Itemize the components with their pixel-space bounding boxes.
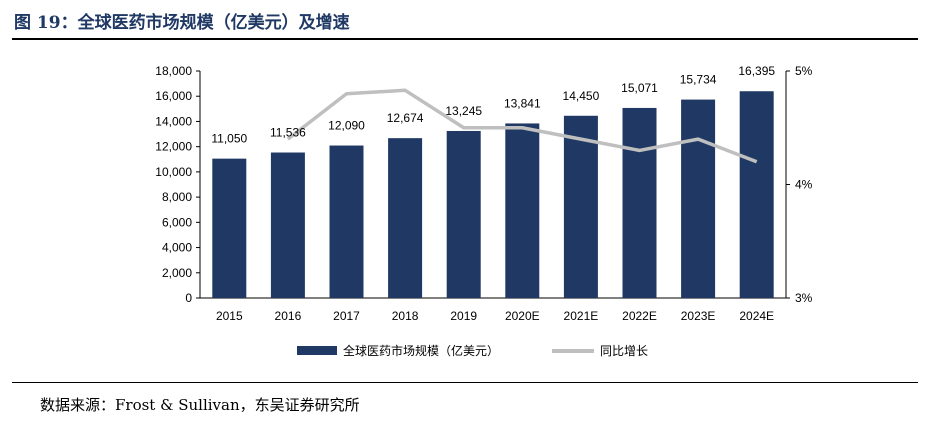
data-labels: 11,050 11,536 12,090 12,674 13,245 13,841 14,4…: [211, 64, 775, 145]
x-tick-label: 2016: [275, 309, 302, 323]
growth-line: [286, 88, 758, 164]
bar: [329, 145, 364, 298]
bar: [505, 123, 540, 298]
legend: 全球医药市场规模（亿美元） 同比增长: [297, 343, 648, 358]
x-tick-label: 2021E: [564, 309, 599, 323]
bar: [739, 91, 774, 298]
right-tick-label: 4%: [795, 178, 813, 192]
x-tick-label: 2024E: [739, 309, 774, 323]
bar-value-label: 13,841: [504, 96, 541, 110]
x-tick-label: 2019: [450, 309, 477, 323]
bar: [563, 115, 598, 299]
bar-value-label: 12,674: [387, 111, 424, 125]
bar-value-label: 16,395: [738, 64, 775, 78]
left-tick-label: 12,000: [155, 140, 192, 154]
top-rule: [12, 38, 918, 40]
figure-title: 图 19：全球医药市场规模（亿美元）及增速: [14, 13, 350, 33]
bar-value-label: 12,090: [328, 119, 365, 133]
bar: [446, 130, 481, 298]
chart-axes: 0 2,000 4,000 6,000 8,000 10,000 12,000 14,000 1…: [155, 64, 812, 323]
source-note: 数据来源：Frost & Sullivan，东吴证券研究所: [40, 396, 360, 414]
growth-line-series: [286, 88, 758, 164]
bar: [270, 152, 305, 298]
x-tick-label: 2023E: [681, 309, 716, 323]
bar-series: [212, 91, 774, 299]
left-tick-label: 0: [185, 291, 192, 305]
bar-value-label: 15,734: [680, 73, 717, 87]
bar-value-label: 13,245: [445, 104, 482, 118]
bar: [622, 107, 657, 298]
left-tick-label: 14,000: [155, 114, 192, 128]
bar-value-label: 15,071: [621, 81, 658, 95]
bar: [212, 158, 247, 298]
left-tick-label: 8,000: [162, 190, 192, 204]
x-tick-label: 2020E: [505, 309, 540, 323]
x-tick-label: 2015: [216, 309, 243, 323]
x-tick-label: 2022E: [622, 309, 657, 323]
x-tick-label: 2018: [392, 309, 419, 323]
x-tick-label: 2017: [333, 309, 360, 323]
left-tick-label: 4,000: [162, 241, 192, 255]
bar: [388, 138, 423, 298]
left-tick-label: 6,000: [162, 215, 192, 229]
bar: [681, 99, 716, 298]
right-tick-label: 5%: [795, 64, 813, 78]
bottom-rule: [12, 382, 918, 383]
left-tick-label: 2,000: [162, 266, 192, 280]
bar-value-label: 11,050: [211, 132, 247, 146]
legend-line-label: 同比增长: [600, 344, 648, 358]
bar-value-label: 14,450: [563, 89, 600, 103]
legend-bar-label: 全球医药市场规模（亿美元）: [343, 343, 499, 358]
left-tick-label: 18,000: [155, 64, 192, 78]
right-tick-label: 3%: [795, 291, 813, 305]
legend-bar-swatch: [297, 346, 337, 355]
left-tick-label: 10,000: [155, 165, 192, 179]
bar-value-label: 11,536: [270, 126, 306, 140]
left-tick-label: 16,000: [155, 89, 192, 103]
